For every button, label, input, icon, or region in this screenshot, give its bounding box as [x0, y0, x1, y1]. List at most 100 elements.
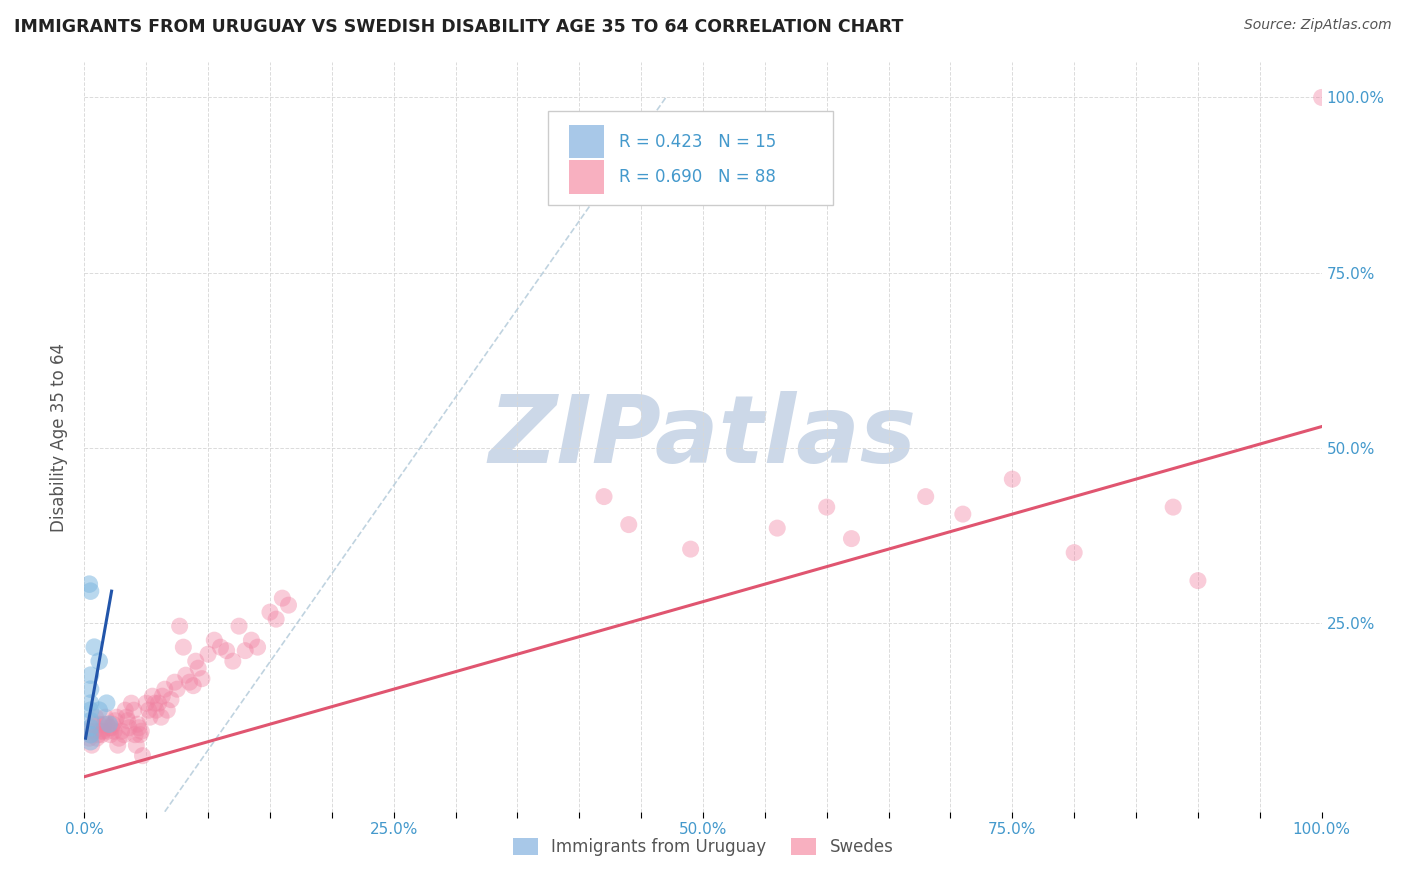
Point: [103, 724, 125, 739]
Point: [127, 717, 149, 731]
Point: [112, 728, 135, 742]
Point: [131, 748, 153, 763]
Point: [100, 721, 122, 735]
Point: [815, 500, 838, 515]
Point: [89, 724, 111, 739]
Point: [233, 643, 256, 657]
Point: [101, 717, 124, 731]
Text: R = 0.690   N = 88: R = 0.690 N = 88: [619, 168, 776, 186]
Point: [1310, 90, 1333, 104]
Point: [841, 532, 863, 546]
Point: [96, 696, 118, 710]
Point: [79, 731, 101, 746]
Point: [79, 728, 101, 742]
Point: [228, 619, 250, 633]
Text: Source: ZipAtlas.com: Source: ZipAtlas.com: [1244, 18, 1392, 32]
Point: [83, 640, 105, 655]
Point: [202, 633, 225, 648]
Point: [138, 703, 160, 717]
Point: [617, 517, 640, 532]
Point: [97, 724, 120, 739]
Point: [79, 734, 101, 748]
Point: [79, 728, 101, 742]
Text: IMMIGRANTS FROM URUGUAY VS SWEDISH DISABILITY AGE 35 TO 64 CORRELATION CHART: IMMIGRANTS FROM URUGUAY VS SWEDISH DISAB…: [14, 18, 904, 36]
Point: [79, 714, 101, 728]
Point: [174, 668, 197, 682]
Point: [150, 689, 173, 703]
Point: [271, 591, 294, 606]
Point: [98, 717, 121, 731]
Point: [179, 675, 201, 690]
Point: [129, 728, 152, 742]
Point: [110, 724, 132, 739]
Point: [79, 577, 101, 591]
Point: [79, 703, 101, 717]
Text: ZIPatlas: ZIPatlas: [489, 391, 917, 483]
Point: [277, 598, 299, 612]
Point: [125, 738, 148, 752]
Point: [89, 703, 111, 717]
Point: [197, 647, 219, 661]
Point: [679, 542, 702, 557]
Legend: Immigrants from Uruguay, Swedes: Immigrants from Uruguay, Swedes: [513, 838, 893, 855]
Text: R = 0.423   N = 15: R = 0.423 N = 15: [619, 133, 776, 151]
Point: [181, 679, 204, 693]
Point: [163, 675, 186, 690]
Point: [215, 643, 238, 657]
Point: [143, 696, 166, 710]
Point: [120, 696, 142, 710]
Point: [129, 724, 152, 739]
Point: [172, 640, 194, 655]
Point: [1001, 472, 1024, 486]
Point: [89, 654, 111, 668]
Point: [1063, 546, 1085, 560]
Point: [77, 724, 100, 739]
Point: [156, 703, 179, 717]
Point: [98, 721, 121, 735]
Point: [122, 703, 145, 717]
Point: [209, 640, 232, 655]
Point: [240, 633, 263, 648]
Point: [153, 682, 176, 697]
Point: [104, 714, 127, 728]
Point: [117, 714, 139, 728]
Point: [150, 710, 173, 724]
Point: [86, 731, 108, 746]
Point: [87, 728, 110, 742]
FancyBboxPatch shape: [548, 112, 832, 205]
Point: [91, 724, 114, 739]
Point: [191, 672, 214, 686]
Point: [148, 696, 170, 710]
FancyBboxPatch shape: [569, 125, 605, 159]
Point: [1187, 574, 1209, 588]
Point: [79, 682, 101, 697]
Point: [1161, 500, 1184, 515]
Point: [222, 654, 245, 668]
Point: [107, 738, 129, 752]
Point: [169, 619, 191, 633]
Point: [593, 490, 616, 504]
Point: [83, 724, 105, 739]
Point: [108, 731, 131, 746]
Point: [79, 584, 101, 599]
Point: [184, 654, 207, 668]
Point: [89, 717, 111, 731]
Point: [115, 710, 138, 724]
Point: [79, 696, 101, 710]
Point: [80, 738, 103, 752]
Point: [160, 692, 183, 706]
Point: [96, 717, 118, 731]
Point: [118, 721, 141, 735]
Point: [139, 710, 162, 724]
Point: [82, 717, 104, 731]
Y-axis label: Disability Age 35 to 64: Disability Age 35 to 64: [51, 343, 69, 532]
Point: [98, 728, 121, 742]
Point: [141, 689, 163, 703]
Point: [145, 703, 167, 717]
Point: [90, 728, 112, 742]
Point: [105, 710, 128, 724]
Point: [766, 521, 789, 535]
Point: [84, 710, 107, 724]
Point: [952, 507, 974, 521]
Point: [914, 490, 936, 504]
